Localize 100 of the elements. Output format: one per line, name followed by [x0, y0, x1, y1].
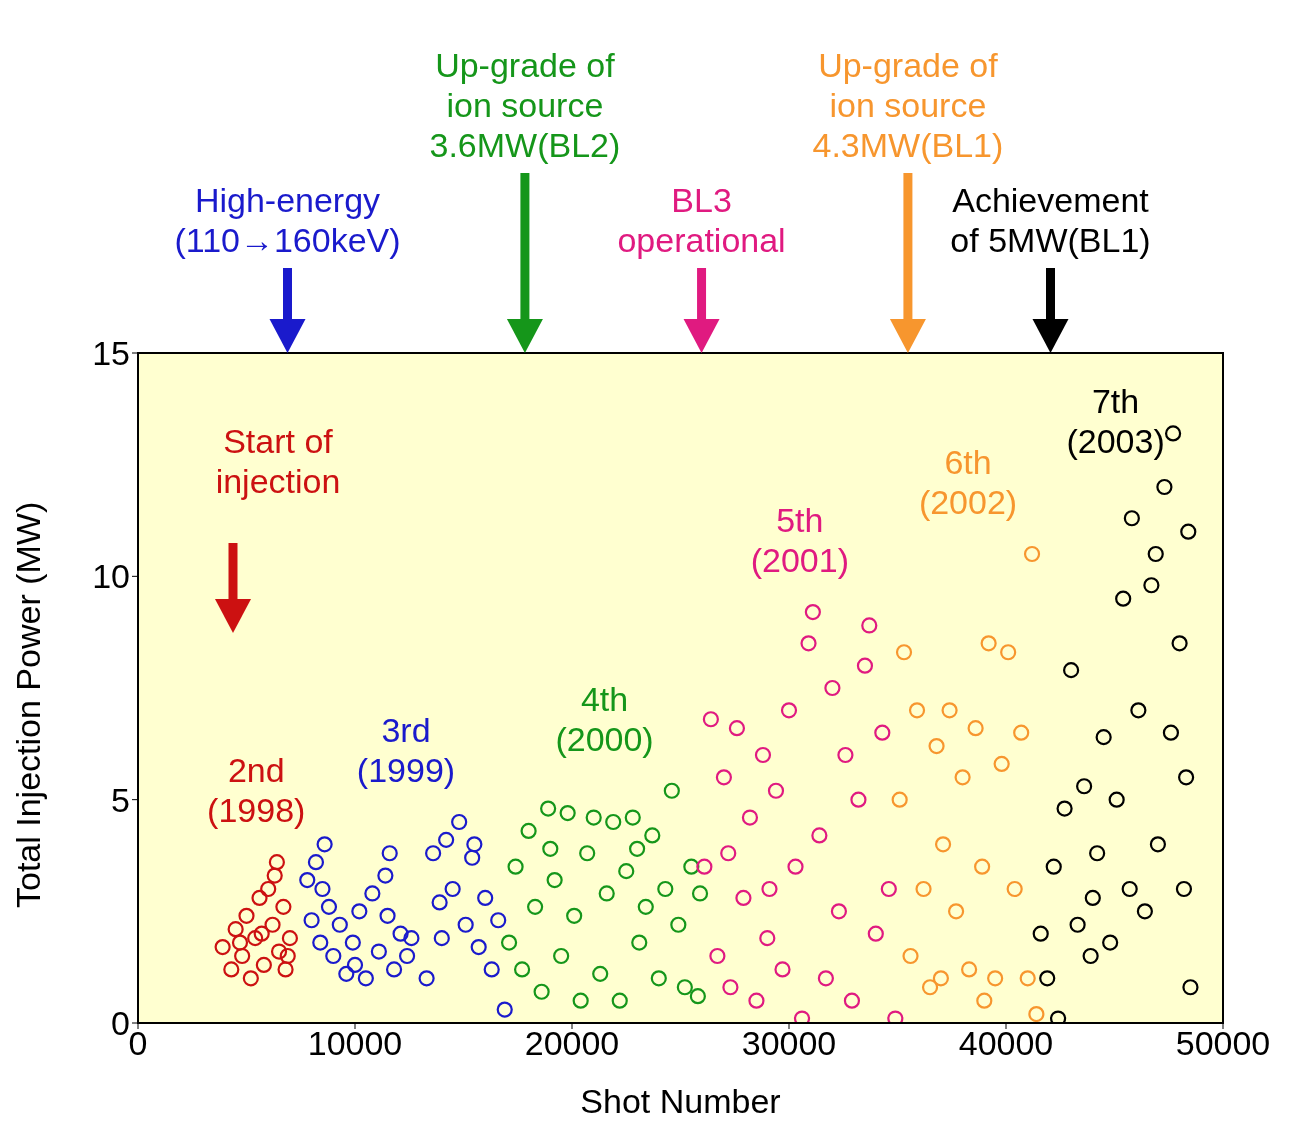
point — [546, 871, 563, 889]
point — [470, 938, 487, 956]
point — [438, 831, 455, 848]
point — [403, 930, 420, 947]
point — [1175, 880, 1193, 898]
point — [961, 961, 978, 978]
point — [676, 979, 693, 996]
point — [761, 880, 778, 898]
y-tick-label: 5 — [111, 780, 130, 819]
point — [299, 871, 316, 889]
point — [811, 827, 828, 844]
point — [270, 943, 288, 960]
point — [277, 961, 294, 978]
point — [850, 791, 867, 808]
point — [915, 880, 932, 898]
point — [268, 854, 285, 871]
point — [987, 970, 1004, 987]
ref-line-label: BL3 operational — [617, 181, 786, 259]
point — [824, 679, 841, 697]
x-tick-label: 10000 — [307, 1024, 403, 1063]
point — [1084, 889, 1101, 907]
point — [566, 907, 583, 924]
point — [266, 867, 283, 884]
point — [611, 992, 628, 1009]
point — [483, 961, 500, 978]
point — [974, 858, 991, 875]
point — [553, 947, 570, 965]
point — [364, 885, 381, 902]
point — [954, 769, 971, 786]
point — [477, 889, 494, 907]
annotation: Start of injection — [215, 422, 341, 500]
point — [644, 827, 661, 844]
point — [618, 863, 635, 880]
point — [947, 903, 965, 920]
series-label: 6th (2002) — [918, 443, 1018, 521]
point — [533, 983, 550, 1000]
point — [1149, 836, 1166, 853]
point — [1162, 724, 1180, 741]
point — [843, 992, 861, 1009]
ref-line-label: Up-grade of ion source 3.6MW(BL2) — [429, 46, 621, 164]
point — [1102, 934, 1119, 951]
point — [303, 912, 320, 929]
point — [1136, 903, 1153, 920]
point — [976, 992, 993, 1009]
point — [242, 970, 259, 987]
point — [1045, 858, 1062, 875]
point — [867, 925, 884, 942]
point — [314, 880, 331, 898]
point — [1115, 590, 1132, 607]
point — [281, 930, 298, 947]
point — [490, 912, 507, 929]
point — [377, 867, 394, 884]
point — [1032, 925, 1049, 942]
point — [1182, 979, 1199, 996]
point — [804, 603, 821, 621]
point — [496, 1001, 513, 1018]
x-tick-label: 20000 — [524, 1024, 620, 1063]
point — [1164, 425, 1182, 442]
point — [637, 898, 654, 915]
point — [351, 903, 368, 920]
point — [754, 746, 772, 764]
point — [385, 961, 403, 978]
point — [932, 970, 949, 987]
point — [227, 921, 244, 938]
series-label: 4th (2000) — [555, 679, 654, 758]
point — [379, 907, 396, 924]
series-label: 2nd (1998) — [207, 751, 306, 830]
point — [891, 791, 908, 808]
point — [741, 809, 759, 826]
point — [275, 898, 292, 915]
point — [874, 724, 891, 741]
point — [264, 916, 281, 933]
point — [735, 889, 752, 907]
point — [1056, 800, 1073, 817]
point — [234, 947, 251, 965]
point — [787, 858, 804, 875]
ref-line-label: Up-grade of ion source 4.3MW(BL1) — [812, 46, 1004, 164]
point — [357, 970, 374, 987]
point — [1108, 791, 1125, 808]
point — [457, 916, 474, 933]
point — [255, 956, 272, 974]
point — [251, 889, 268, 907]
point — [993, 755, 1010, 773]
point — [767, 782, 785, 799]
point — [696, 858, 713, 875]
point — [1023, 545, 1041, 563]
point — [223, 961, 240, 978]
point — [1095, 729, 1112, 746]
point — [941, 702, 958, 719]
point — [1147, 545, 1164, 563]
point — [880, 880, 897, 898]
point — [1143, 577, 1160, 594]
point — [1156, 478, 1173, 496]
point — [895, 644, 913, 661]
series-label: 5th (2001) — [750, 501, 849, 580]
point — [800, 635, 817, 652]
point — [231, 934, 249, 951]
point — [592, 965, 609, 982]
ref-line-label: High-energy (110→160keV) — [174, 181, 401, 259]
point — [856, 657, 874, 674]
